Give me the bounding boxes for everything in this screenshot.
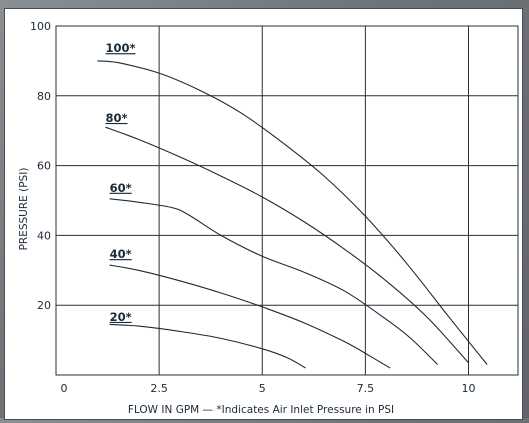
y-tick-label: 60 [37,160,51,173]
tick-label-layer: 0 2.5 5 7.5 10 20 40 60 80 100 [30,20,476,395]
curve-label-100: 100* [106,41,136,55]
x-tick-label: 7.5 [357,382,375,395]
y-tick-label: 100 [30,20,51,33]
curve-label-20: 20* [110,310,132,324]
chart-panel: 0 2.5 5 7.5 10 20 40 60 80 100 100* 80* 60* 40* 20* F… [4,8,523,420]
plot-border [55,25,519,376]
curve-100-psi [97,60,488,365]
x-tick-label: 2.5 [150,382,168,395]
curve-layer [97,60,488,369]
curve-60-psi [109,198,438,365]
series-label-layer: 100* 80* 60* 40* 20* [106,41,136,324]
grid-layer [55,25,519,376]
curve-20-psi [109,323,306,369]
x-tick-label: 0 [61,382,68,395]
x-axis-label: FLOW IN GPM — *Indicates Air Inlet Press… [128,404,394,416]
y-tick-label: 40 [37,229,51,242]
y-tick-label: 20 [37,299,51,312]
curve-80-psi [105,126,469,364]
curve-label-40: 40* [110,247,132,261]
x-tick-label: 5 [259,382,266,395]
y-tick-label: 80 [37,90,51,103]
x-tick-label: 10 [462,382,476,395]
curve-label-60: 60* [110,181,132,195]
curve-40-psi [109,264,391,369]
y-axis-label: PRESSURE (PSI) [18,168,30,251]
curve-label-80: 80* [106,111,128,125]
pressure-flow-chart: 0 2.5 5 7.5 10 20 40 60 80 100 100* 80* 60* 40* 20* F… [18,20,519,416]
